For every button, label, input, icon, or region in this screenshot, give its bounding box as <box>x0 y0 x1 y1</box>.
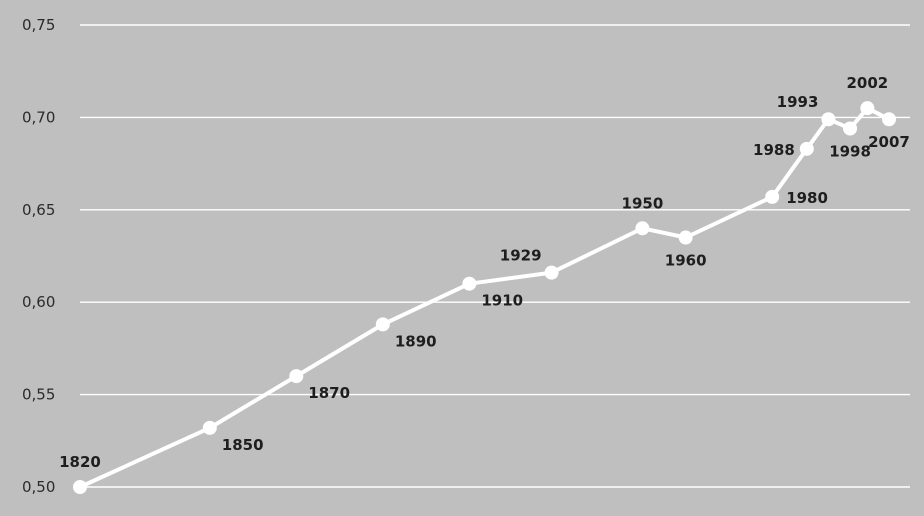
data-point-2007 <box>882 112 896 127</box>
y-axis-tick-labels: 0,50 0,55 0,60 0,65 0,70 0,75 <box>22 16 55 496</box>
data-point-1993 <box>821 112 836 127</box>
data-point-markers <box>73 101 896 494</box>
data-label-1988: 1988 <box>753 141 795 159</box>
data-label-1870: 1870 <box>308 384 350 402</box>
data-point-1998 <box>843 121 858 136</box>
data-point-1950 <box>635 221 650 236</box>
data-label-1950: 1950 <box>622 194 664 212</box>
y-tick-label: 0,60 <box>22 293 55 311</box>
data-label-1820: 1820 <box>59 453 101 471</box>
grid-lines <box>80 24 910 488</box>
y-tick-label: 0,75 <box>22 16 55 34</box>
data-point-1929 <box>544 265 559 280</box>
y-tick-label: 0,50 <box>22 478 55 496</box>
data-label-1998: 1998 <box>829 142 871 160</box>
y-tick-label: 0,70 <box>22 108 55 126</box>
data-point-1910 <box>462 276 477 291</box>
data-point-2002 <box>860 101 875 116</box>
data-point-1890 <box>375 317 390 332</box>
data-label-1980: 1980 <box>786 189 828 207</box>
data-point-1870 <box>289 369 304 384</box>
data-point-1820 <box>73 480 87 494</box>
data-label-1960: 1960 <box>665 252 707 270</box>
data-label-2007: 2007 <box>868 133 910 151</box>
data-label-1929: 1929 <box>500 247 542 265</box>
y-tick-label: 0,55 <box>22 386 55 404</box>
data-point-1850 <box>202 420 217 435</box>
data-label-1910: 1910 <box>481 292 523 310</box>
y-tick-label: 0,65 <box>22 201 55 219</box>
data-label-1890: 1890 <box>395 332 437 350</box>
data-label-1993: 1993 <box>777 93 819 111</box>
data-point-1988 <box>799 141 814 156</box>
data-point-1960 <box>678 230 693 245</box>
data-point-labels: 1820 1850 1870 1890 1910 1929 1950 1960 1980 1988… <box>59 74 910 471</box>
data-label-1850: 1850 <box>222 436 264 454</box>
data-point-1980 <box>765 189 780 204</box>
data-label-2002: 2002 <box>846 74 888 92</box>
